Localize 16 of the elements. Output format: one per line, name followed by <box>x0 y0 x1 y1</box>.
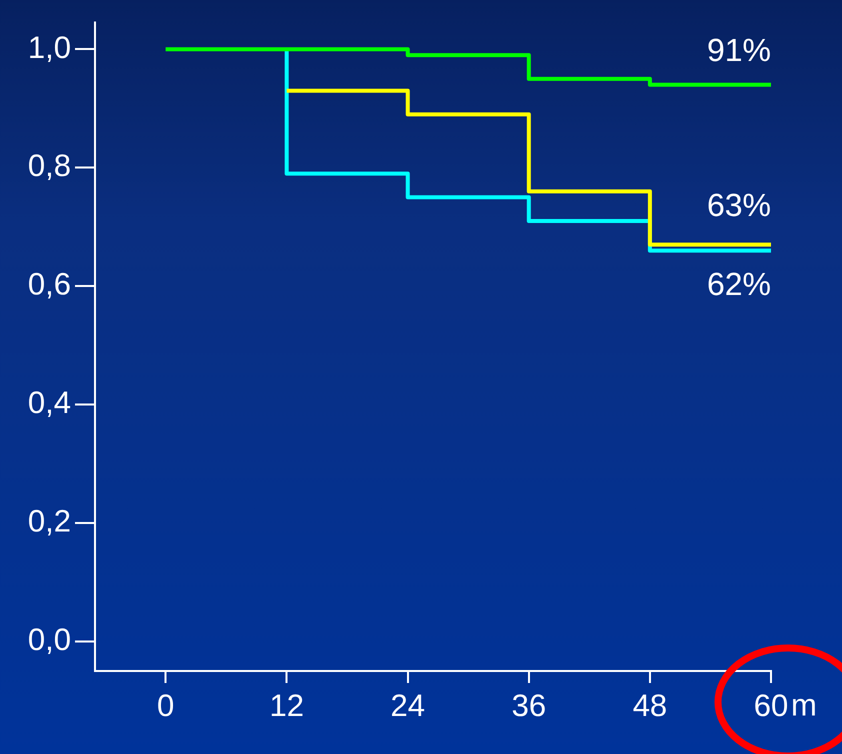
y-tick-label: 0,4 <box>28 385 71 420</box>
y-tick-label: 1,0 <box>28 30 71 65</box>
y-tick-label: 0,6 <box>28 266 71 302</box>
annotation: 63% <box>706 186 771 223</box>
x-tick-label: 60 <box>754 688 788 724</box>
x-tick-label: 12 <box>269 688 304 724</box>
x-tick-label: 48 <box>632 688 668 724</box>
annotation: 91% <box>706 32 771 68</box>
y-tick-label: 0,0 <box>28 622 71 657</box>
x-axis-title: m <box>791 688 817 723</box>
x-tick-label: 24 <box>390 688 426 724</box>
annotation: 62% <box>706 266 771 302</box>
x-tick-label: 36 <box>512 688 546 724</box>
y-tick-label: 0,2 <box>28 504 71 539</box>
x-tick-label: 0 <box>157 688 174 724</box>
y-tick-label: 0,8 <box>28 148 71 184</box>
